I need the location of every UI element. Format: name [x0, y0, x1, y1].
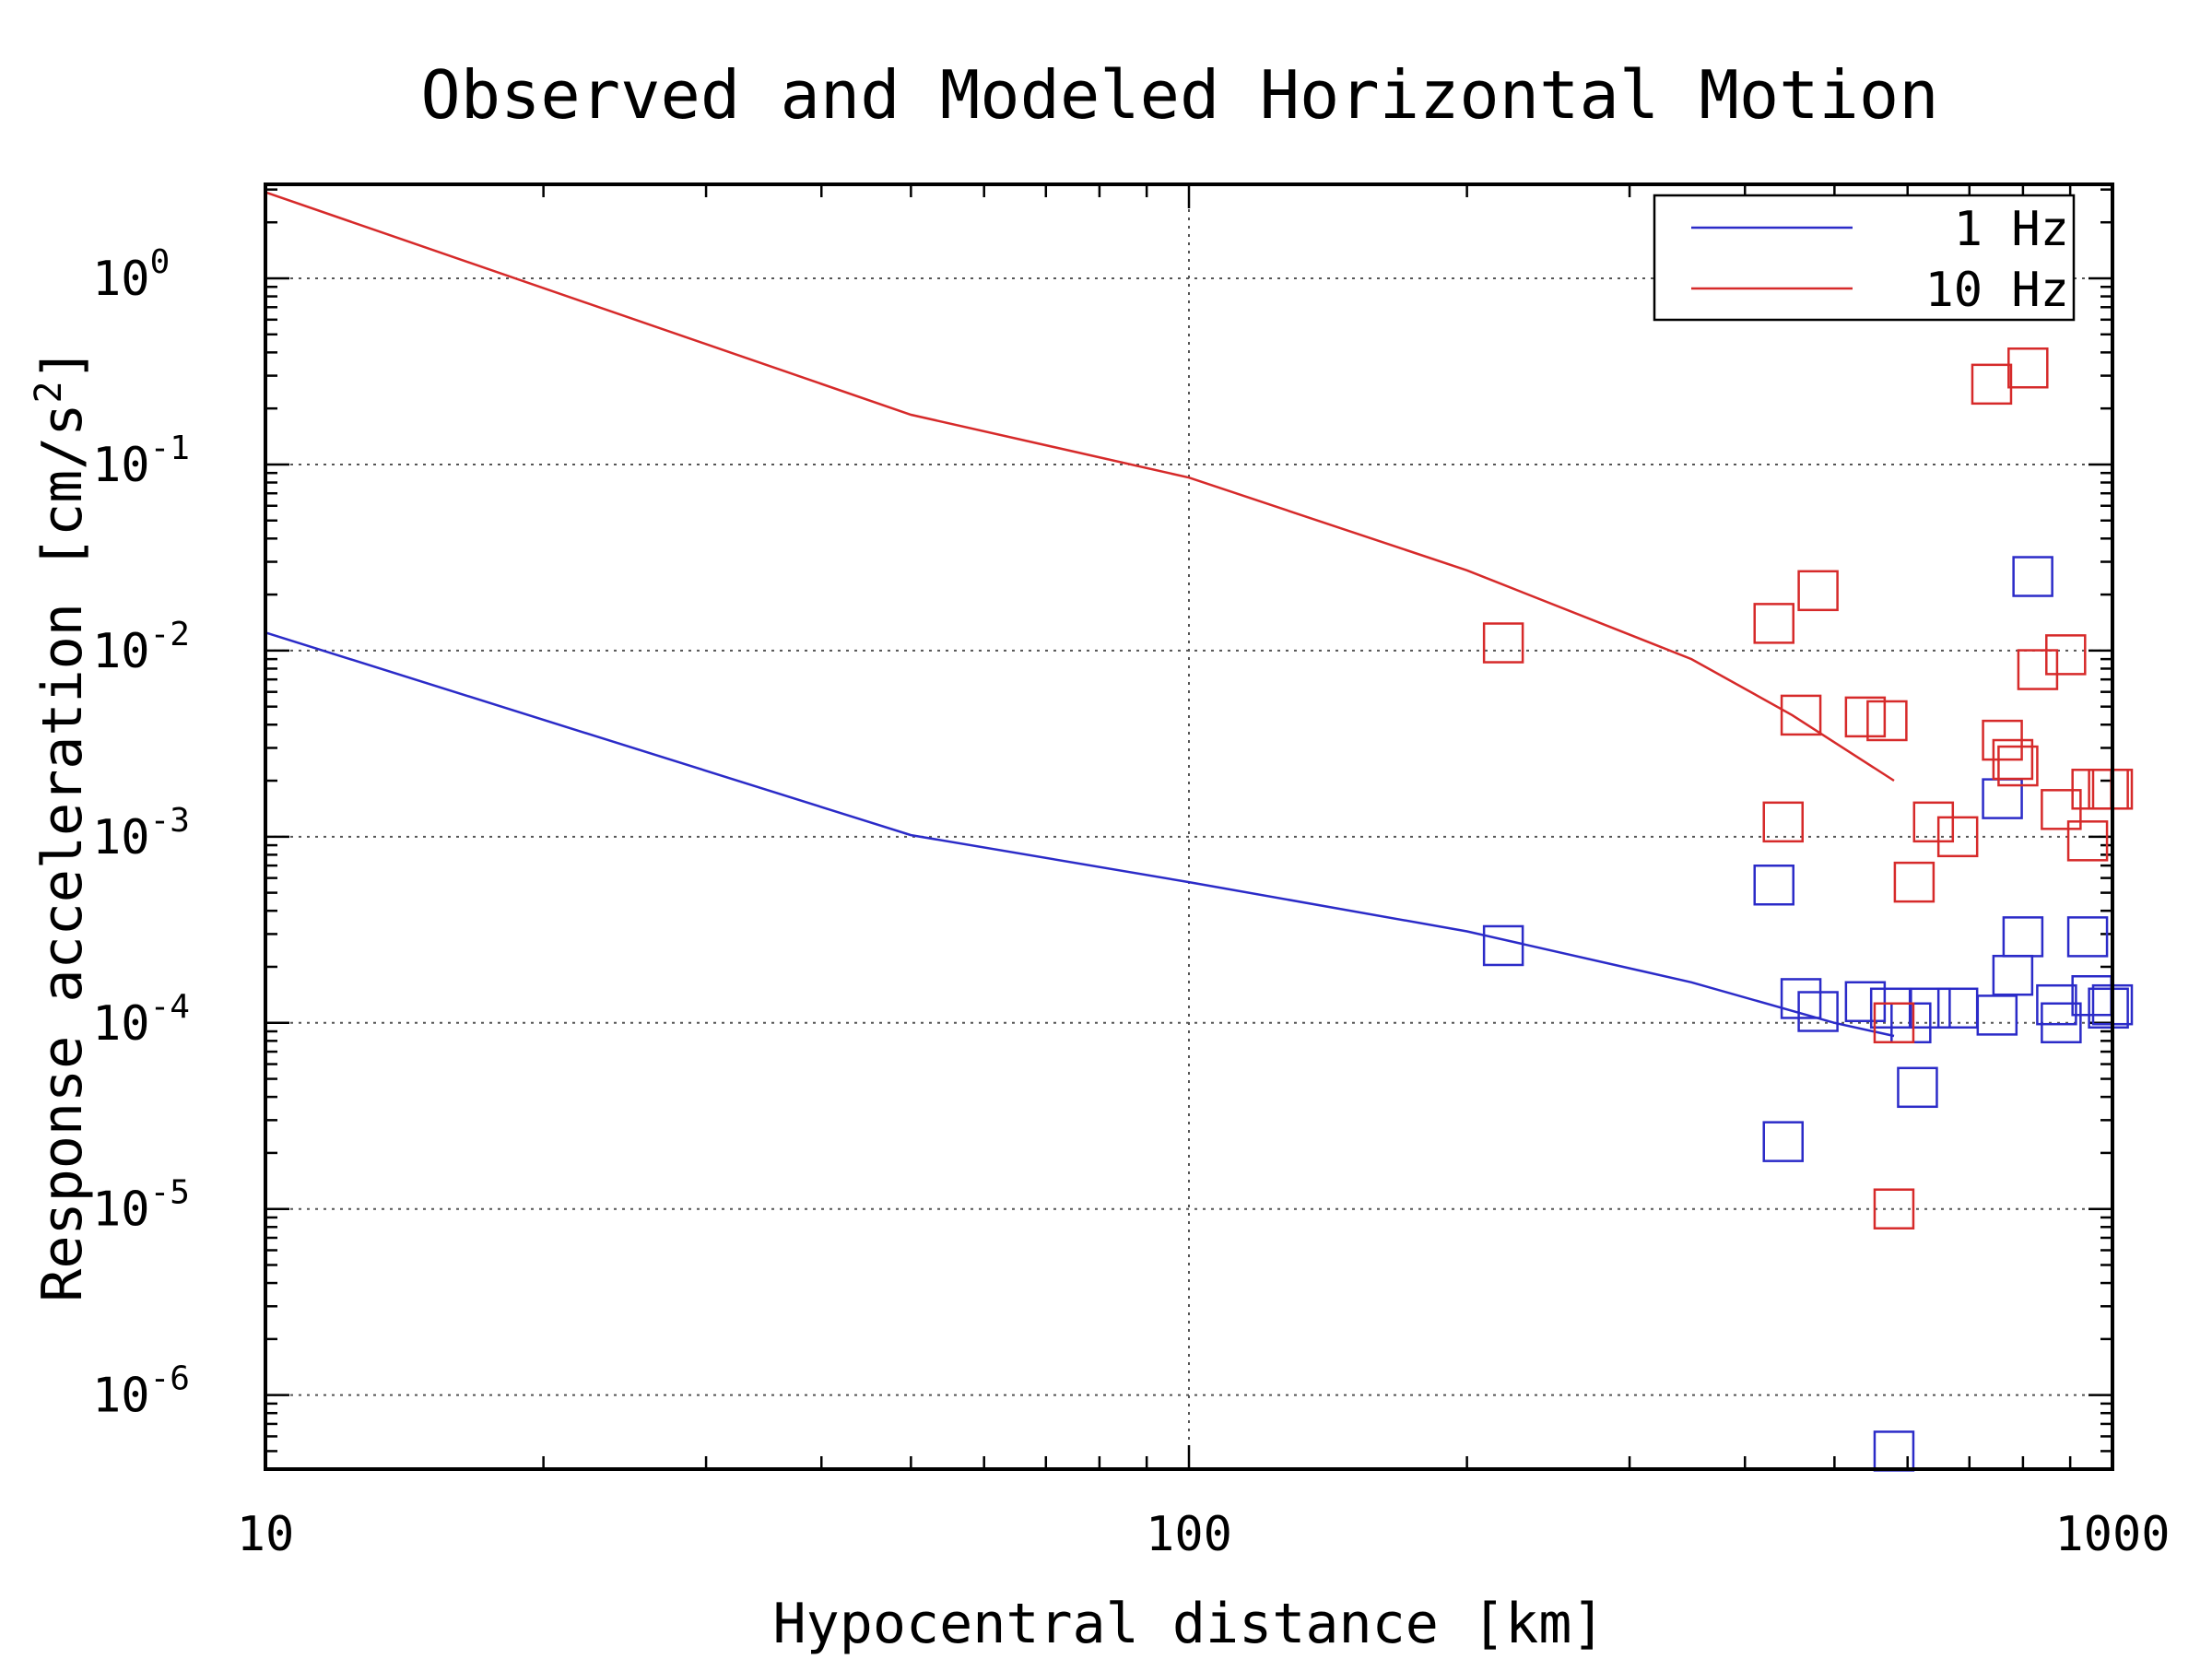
observed-marker-10hz — [1780, 694, 1822, 736]
observed-marker-1hz — [1797, 991, 1839, 1032]
observed-marker-10hz — [2066, 820, 2109, 862]
line-layer — [265, 191, 1895, 1038]
y-tick-label: 10-1 — [92, 429, 190, 493]
observed-marker-10hz — [1797, 570, 1839, 612]
observed-marker-10hz — [2017, 649, 2059, 690]
y-tick-base: 10 — [92, 624, 150, 679]
observed-marker-10hz — [1893, 861, 1936, 903]
observed-marker-10hz — [1971, 363, 2013, 406]
observed-marker-1hz — [2041, 1002, 2082, 1044]
y-axis-label-superscript: 2 — [28, 381, 70, 403]
y-axis-label-main: Response acceleration [cm/s — [30, 403, 95, 1301]
observed-marker-10hz — [1762, 801, 1804, 843]
observed-marker-1hz — [2012, 556, 2053, 597]
observed-marker-1hz — [2066, 916, 2109, 958]
y-tick-label: 100 — [92, 243, 170, 307]
y-tick-exponent: 0 — [150, 243, 171, 281]
observed-marker-1hz — [1482, 924, 1524, 967]
observed-marker-10hz — [1753, 603, 1794, 644]
y-tick-label: 10-2 — [92, 616, 190, 679]
observed-marker-10hz — [1873, 1188, 1915, 1230]
grid-layer — [265, 184, 2112, 1469]
y-tick-base: 10 — [92, 1182, 150, 1238]
observed-marker-1hz — [1976, 994, 2018, 1036]
observed-marker-10hz — [1866, 700, 1908, 742]
observed-marker-1hz — [2088, 987, 2129, 1030]
y-tick-label: 10-5 — [92, 1174, 190, 1238]
y-tick-label: 10-6 — [92, 1360, 190, 1424]
y-tick-exponent: -4 — [150, 988, 190, 1026]
y-tick-label: 10-3 — [92, 802, 190, 865]
observed-marker-1hz — [1992, 954, 2034, 996]
observed-marker-10hz — [1844, 696, 1887, 738]
observed-marker-10hz — [1873, 1002, 1915, 1044]
observed-marker-10hz — [2007, 347, 2049, 389]
y-tick-base: 10 — [92, 996, 150, 1052]
chart-title: Observed and Modeled Horizontal Motion — [420, 56, 1938, 134]
observed-marker-1hz — [1936, 987, 1979, 1030]
observed-marker-1hz — [1753, 865, 1794, 906]
x-tick-label: 100 — [1146, 1507, 1232, 1562]
y-tick-exponent: -3 — [150, 802, 190, 840]
y-tick-exponent: -2 — [150, 616, 190, 653]
legend-label-10hz: 10 Hz — [1924, 263, 2069, 318]
observed-marker-10hz — [1912, 801, 1955, 843]
legend-box — [1653, 194, 2076, 322]
legend-label-1hz: 1 Hz — [1954, 202, 2069, 257]
y-tick-base: 10 — [92, 1369, 150, 1424]
y-tick-base: 10 — [92, 438, 150, 493]
x-tick-label: 1000 — [2054, 1507, 2170, 1562]
x-tick-labels: 10 100 1000 — [237, 1507, 2171, 1562]
observed-marker-10hz — [2088, 769, 2129, 810]
model-line-10hz — [265, 191, 1895, 782]
observed-marker-1hz — [1780, 978, 1822, 1019]
observed-marker-1hz — [1844, 981, 1887, 1023]
x-tick-label: 10 — [237, 1507, 295, 1562]
observed-marker-10hz — [1936, 816, 1979, 858]
y-tick-exponent: -6 — [150, 1360, 190, 1398]
observed-marker-1hz — [1762, 1121, 1804, 1162]
observed-marker-1hz — [2071, 975, 2112, 1017]
y-tick-exponent: -1 — [150, 429, 190, 467]
marker-layer — [1482, 347, 2134, 1472]
observed-marker-1hz — [2036, 983, 2077, 1026]
x-axis-label: Hypocentral distance [km] — [772, 1592, 1605, 1656]
y-tick-base: 10 — [92, 810, 150, 865]
legend: 1 Hz 10 Hz — [1653, 194, 2076, 322]
observed-marker-10hz — [2045, 634, 2087, 676]
observed-marker-10hz — [1997, 745, 2039, 787]
model-line-1hz — [265, 631, 1895, 1038]
y-axis-label: Response acceleration [cm/s2] — [28, 347, 95, 1302]
y-tick-exponent: -5 — [150, 1174, 190, 1212]
observed-marker-1hz — [2002, 916, 2044, 958]
observed-marker-1hz — [1897, 1066, 1938, 1109]
y-tick-base: 10 — [92, 252, 150, 307]
y-axis-label-end: ] — [30, 347, 95, 381]
observed-marker-10hz — [1482, 622, 1524, 664]
plot-frame — [264, 182, 2114, 1471]
y-tick-label: 10-4 — [92, 988, 190, 1052]
observed-marker-10hz — [1992, 738, 2034, 781]
observed-marker-1hz — [1910, 987, 1951, 1030]
